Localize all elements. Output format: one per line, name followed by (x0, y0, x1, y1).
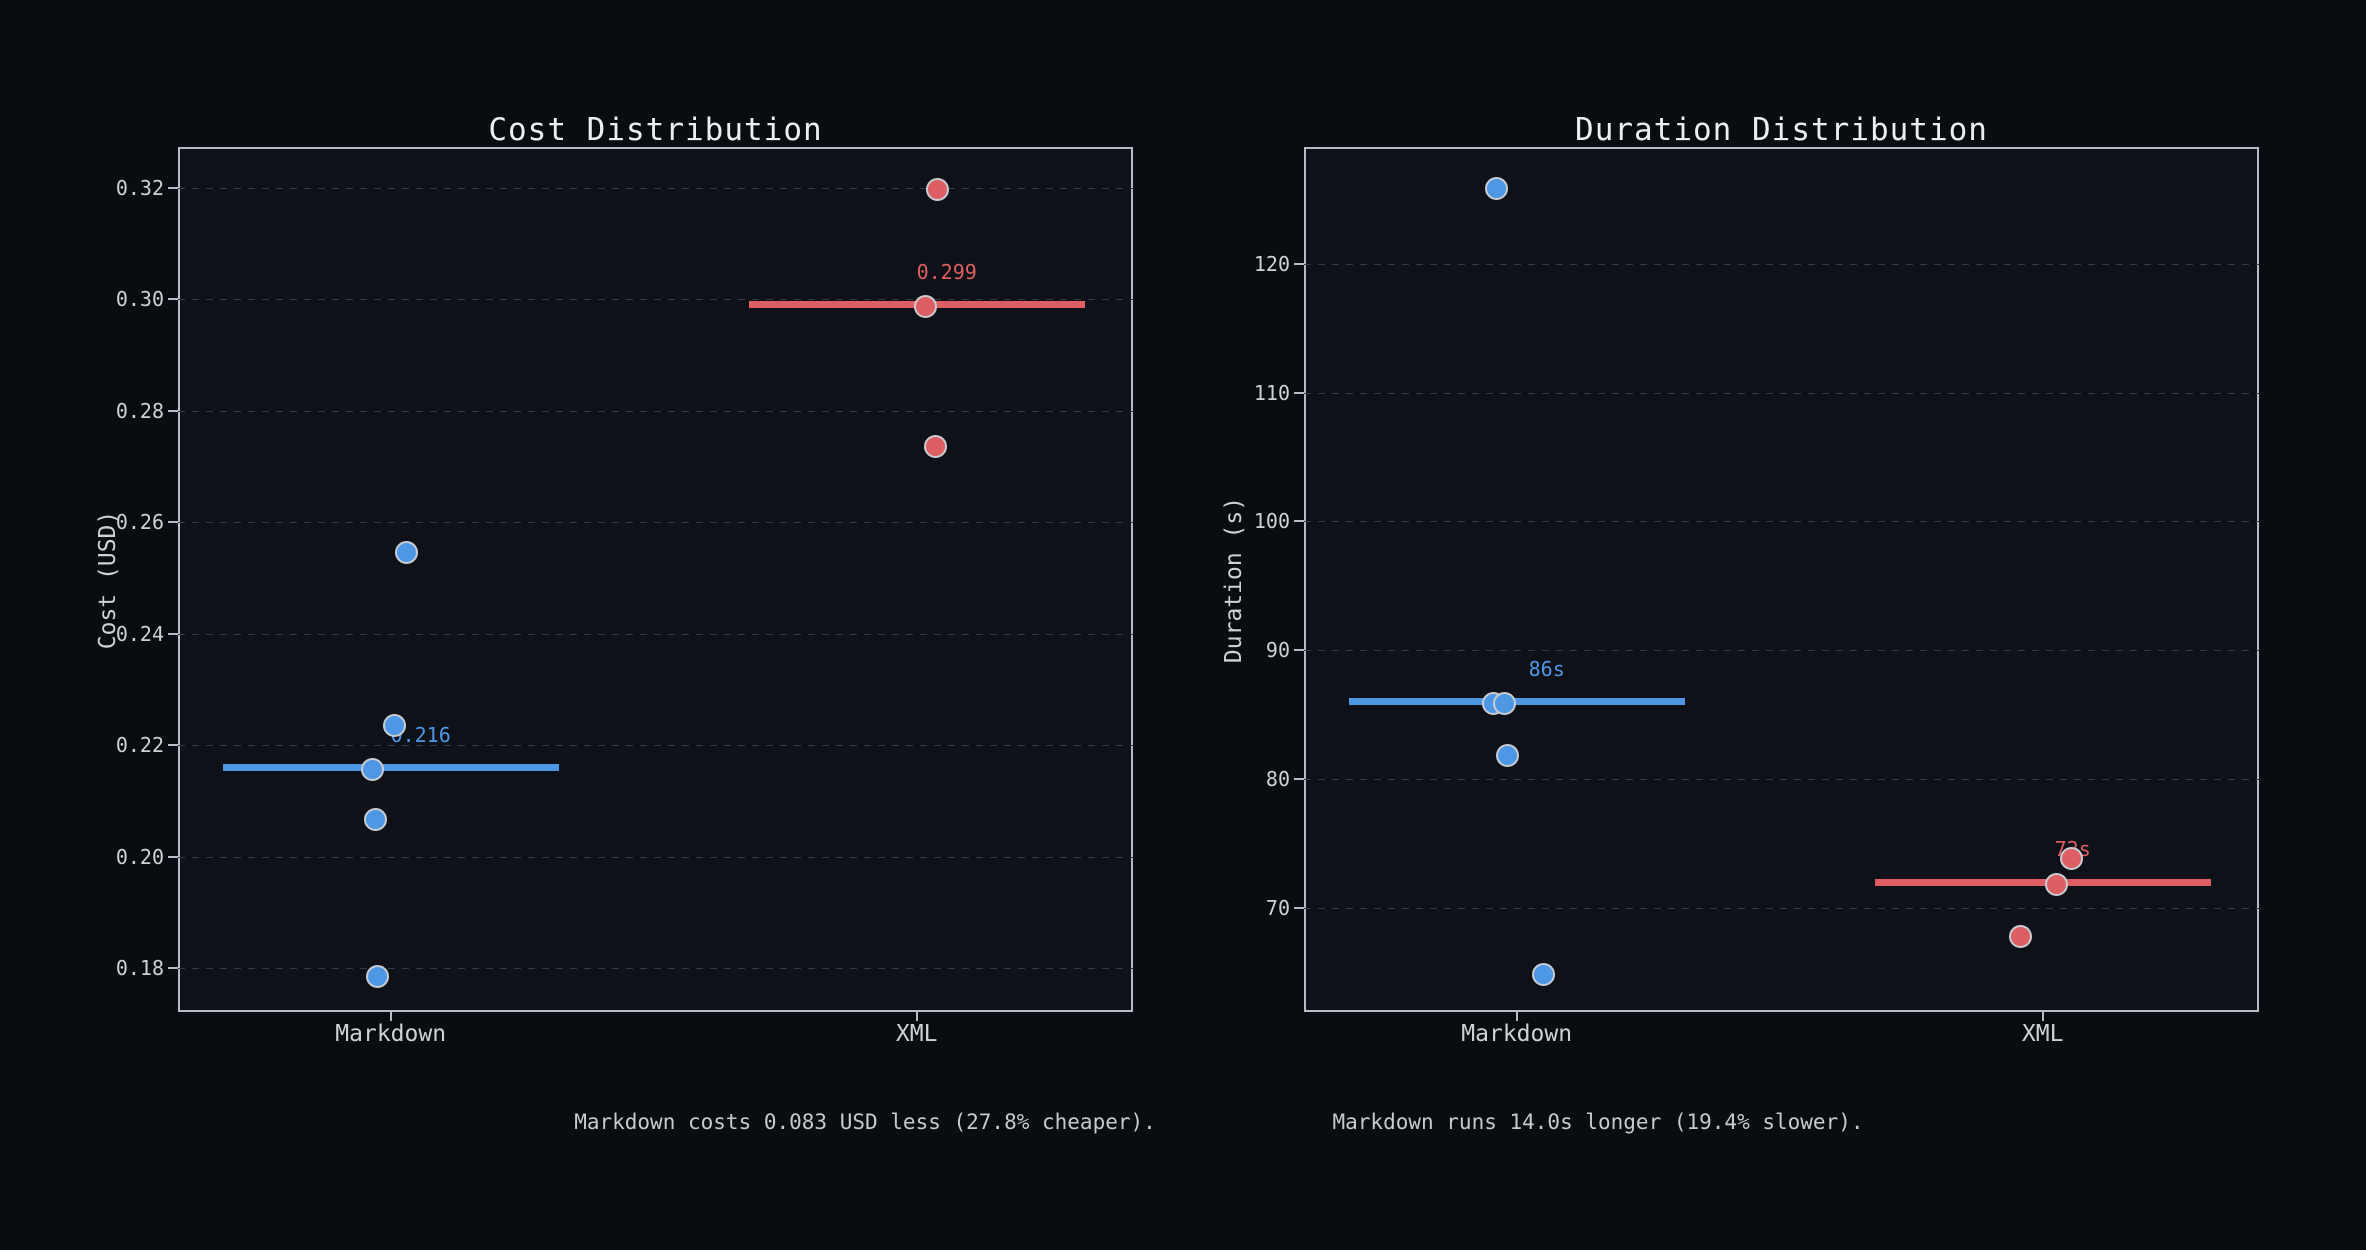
y-gridline (1304, 650, 2259, 652)
y-gridline (1304, 779, 2259, 781)
median-value-label: 0.299 (916, 259, 977, 284)
y-tick-mark (1294, 649, 1304, 652)
y-tick-label: 80 (1265, 767, 1290, 792)
cost-chart-plot-area (178, 147, 1133, 1012)
y-tick-mark (1294, 262, 1304, 265)
y-tick-label: 90 (1265, 638, 1290, 663)
data-point (926, 178, 950, 202)
data-point (914, 295, 938, 319)
duration-chart-plot-area (1304, 147, 2259, 1012)
cost-chart-title: Cost Distribution (488, 112, 823, 148)
y-gridline (1304, 521, 2259, 523)
y-gridline (178, 522, 1133, 524)
y-tick-mark (168, 855, 178, 858)
data-point (924, 434, 948, 458)
x-tick-label-xml: XML (2021, 1021, 2064, 1047)
data-point (395, 540, 419, 564)
data-point (2060, 847, 2084, 871)
y-tick-mark (168, 186, 178, 189)
y-tick-label: 0.30 (115, 287, 164, 312)
data-point (364, 808, 388, 832)
x-tick-mark (1515, 1012, 1518, 1021)
median-value-label: 86s (1528, 656, 1565, 681)
median-line-markdown (1348, 698, 1685, 706)
data-point (366, 964, 390, 988)
y-tick-label: 0.26 (115, 510, 164, 535)
y-gridline (1304, 392, 2259, 394)
y-tick-mark (168, 521, 178, 524)
y-tick-mark (1294, 391, 1304, 394)
y-tick-mark (1294, 778, 1304, 781)
y-gridline (178, 299, 1133, 301)
x-tick-label-xml: XML (895, 1021, 938, 1047)
y-tick-mark (1294, 520, 1304, 523)
y-gridline (178, 968, 1133, 970)
y-tick-mark (168, 298, 178, 301)
x-tick-label-markdown: Markdown (1461, 1021, 1573, 1047)
y-tick-mark (1294, 907, 1304, 910)
y-gridline (1304, 908, 2259, 910)
data-point (361, 758, 385, 782)
x-tick-mark (2041, 1012, 2044, 1021)
x-tick-label-markdown: Markdown (335, 1021, 447, 1047)
y-tick-mark (168, 632, 178, 635)
y-tick-label: 100 (1253, 509, 1290, 534)
x-tick-mark (915, 1012, 918, 1021)
y-gridline (178, 410, 1133, 412)
y-tick-label: 0.18 (115, 956, 164, 981)
duration-chart-title: Duration Distribution (1575, 112, 1988, 148)
median-line-markdown (222, 764, 559, 772)
y-tick-label: 0.22 (115, 733, 164, 758)
data-point (1532, 963, 1556, 987)
y-tick-label: 0.32 (115, 175, 164, 200)
y-tick-label: 0.24 (115, 621, 164, 646)
data-point (2045, 872, 2069, 896)
data-point (383, 713, 407, 737)
y-tick-label: 120 (1253, 251, 1290, 276)
median-value-label: 0.216 (390, 722, 451, 747)
cost-summary-caption: Markdown costs 0.083 USD less (27.8% che… (574, 1110, 1156, 1134)
y-gridline (178, 187, 1133, 189)
y-tick-mark (168, 967, 178, 970)
data-point (1485, 176, 1509, 200)
y-tick-mark (168, 744, 178, 747)
y-gridline (178, 856, 1133, 858)
median-line-xml (1874, 878, 2211, 886)
y-gridline (1304, 263, 2259, 265)
y-tick-label: 110 (1253, 380, 1290, 405)
y-tick-label: 0.28 (115, 398, 164, 423)
y-tick-label: 0.20 (115, 844, 164, 869)
data-point (1493, 692, 1517, 716)
y-tick-mark (168, 409, 178, 412)
data-point (2009, 924, 2033, 948)
y-gridline (178, 633, 1133, 635)
x-tick-mark (389, 1012, 392, 1021)
y-tick-label: 70 (1265, 896, 1290, 921)
duration-summary-caption: Markdown runs 14.0s longer (19.4% slower… (1332, 1110, 1864, 1134)
data-point (1496, 744, 1520, 768)
y-gridline (178, 745, 1133, 747)
